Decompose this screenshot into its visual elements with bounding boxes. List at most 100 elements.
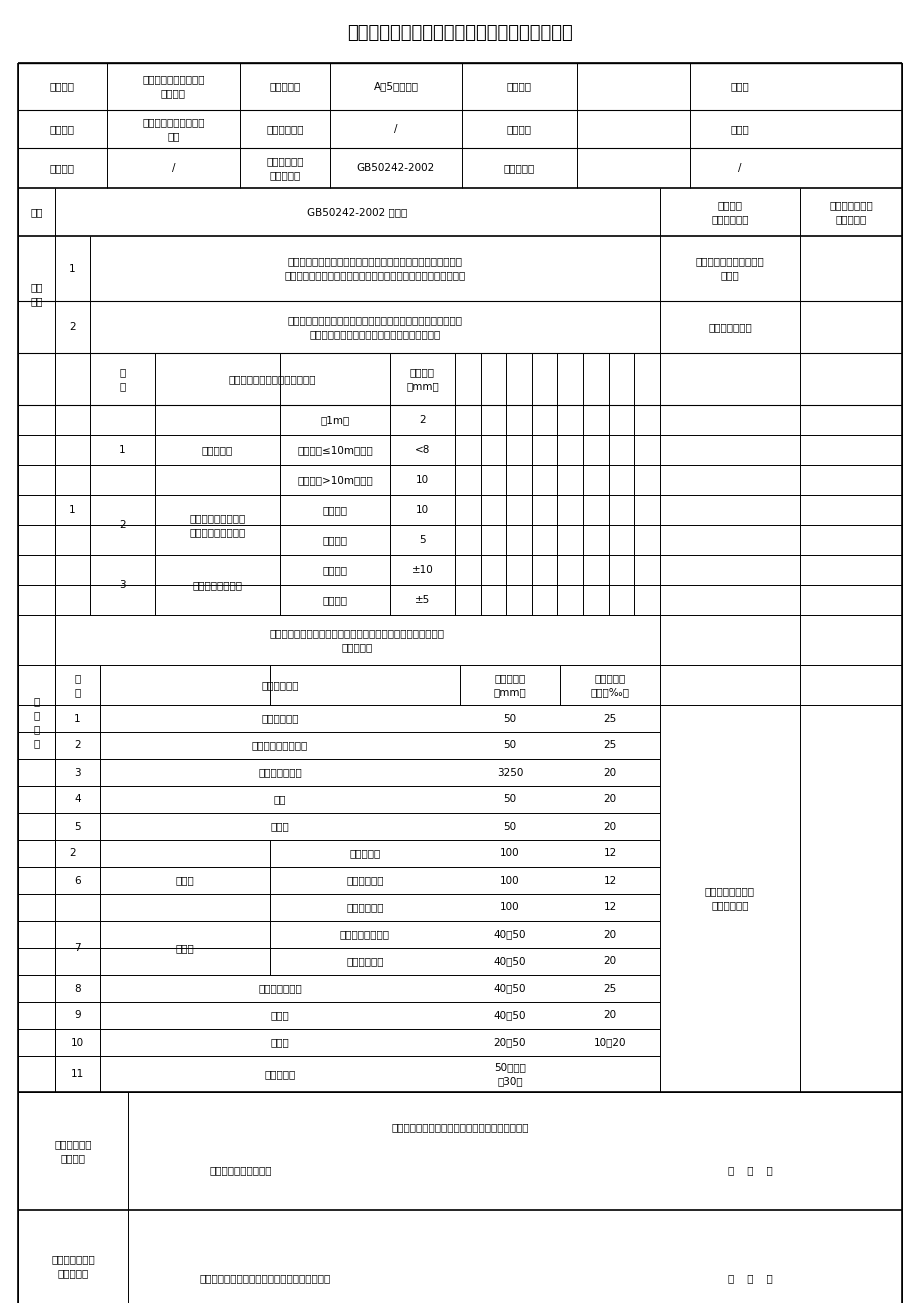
Text: 淋浴器: 淋浴器: [270, 821, 289, 831]
Text: 10～20: 10～20: [593, 1037, 626, 1048]
Text: 分包单位: 分包单位: [50, 163, 75, 173]
Text: 高、低水箱: 高、低水箱: [349, 848, 380, 859]
Text: 监理工程师（建设单位项目专业技术负责人）：: 监理工程师（建设单位项目专业技术负责人）：: [199, 1273, 331, 1283]
Text: 25: 25: [603, 740, 616, 751]
Text: 项
次: 项 次: [119, 367, 126, 391]
Text: 6: 6: [74, 876, 81, 886]
Text: 施工单位: 施工单位: [50, 124, 75, 134]
Text: 排水管径和最小坡
度均符合规定: 排水管径和最小坡 度均符合规定: [704, 886, 754, 911]
Text: 卫生器具的排水支管
及横支管的纵横坐标: 卫生器具的排水支管 及横支管的纵横坐标: [189, 513, 245, 537]
Text: 20～50: 20～50: [494, 1037, 526, 1048]
Text: 2: 2: [69, 848, 75, 859]
Text: 一
般
项
目: 一 般 项 目: [33, 697, 40, 748]
Text: 20: 20: [603, 795, 616, 804]
Text: 净身器: 净身器: [270, 1011, 289, 1020]
Text: 允许偏差
（mm）: 允许偏差 （mm）: [405, 367, 438, 391]
Text: 项目经理: 项目经理: [506, 82, 531, 91]
Text: 施工单位
检查评定记录: 施工单位 检查评定记录: [710, 199, 748, 224]
Text: /: /: [737, 163, 741, 173]
Text: 施工单位检查
评定结果: 施工单位检查 评定结果: [54, 1139, 92, 1164]
Text: 1: 1: [74, 714, 81, 723]
Text: /: /: [172, 163, 175, 173]
Text: 项目专业质量检查员：: 项目专业质量检查员：: [210, 1165, 272, 1175]
Text: 化验盆（无塞）: 化验盆（无塞）: [258, 984, 301, 993]
Text: 施工执行标准
名称及编号: 施工执行标准 名称及编号: [266, 156, 303, 180]
Text: 污水盆（池）: 污水盆（池）: [261, 714, 299, 723]
Text: 自闭式冲洗阀: 自闭式冲洗阀: [346, 876, 383, 886]
Text: 苏州万业装饰工程有限
公司: 苏州万业装饰工程有限 公司: [142, 117, 205, 141]
Text: 单独器具: 单独器具: [323, 506, 347, 515]
Text: 2: 2: [74, 740, 81, 751]
Text: 每1m长: 每1m长: [320, 414, 349, 425]
Text: 拉管式冲洗阀: 拉管式冲洗阀: [346, 903, 383, 912]
Text: 施新华: 施新华: [730, 124, 748, 134]
Text: GB50242-2002 的规定: GB50242-2002 的规定: [307, 207, 407, 218]
Text: 年    月    日: 年 月 日: [727, 1273, 772, 1283]
Text: 7: 7: [74, 943, 81, 952]
Text: 1: 1: [69, 506, 75, 515]
Text: 连接卫生器具的排水管道接口应紧密不漏，其固定支架、管卡等
支撑位置应正确、牢固，与管道的接触应平整。: 连接卫生器具的排水管道接口应紧密不漏，其固定支架、管卡等 支撑位置应正确、牢固，…: [287, 315, 462, 339]
Text: 胡为庆: 胡为庆: [730, 82, 748, 91]
Text: 10: 10: [71, 1037, 84, 1048]
Text: <8: <8: [414, 446, 430, 455]
Text: GB50242-2002: GB50242-2002: [357, 163, 435, 173]
Text: 100: 100: [500, 903, 519, 912]
Text: 施工班组长: 施工班组长: [504, 163, 535, 173]
Text: 管道与楼板结合部已做防
水处理: 管道与楼板结合部已做防 水处理: [695, 257, 764, 280]
Text: 12: 12: [603, 876, 616, 886]
Text: 20: 20: [603, 956, 616, 967]
Text: 项
次: 项 次: [74, 674, 81, 697]
Text: 横管长度>10m，全长: 横管长度>10m，全长: [297, 476, 372, 485]
Text: 12: 12: [603, 848, 616, 859]
Text: 40～50: 40～50: [494, 929, 526, 939]
Text: 20: 20: [603, 821, 616, 831]
Text: 成排器具: 成排器具: [323, 595, 347, 605]
Text: 3: 3: [119, 580, 126, 590]
Text: 与排水横管连接的各卫生器具的受水和立管均应采取妥善可靠的
固定措施；管道与楼板的结合部位应采取牢固可靠的防漏防渗措施: 与排水横管连接的各卫生器具的受水和立管均应采取妥善可靠的 固定措施；管道与楼板的…: [284, 257, 465, 280]
Text: /: /: [394, 124, 397, 134]
Text: 50: 50: [503, 740, 516, 751]
Text: 9: 9: [74, 1011, 81, 1020]
Text: 监理（建设）单
位验收结论: 监理（建设）单 位验收结论: [51, 1253, 95, 1278]
Text: 3250: 3250: [496, 767, 523, 778]
Text: 家用洗衣机: 家用洗衣机: [264, 1068, 295, 1079]
Text: 接口紧密、平整: 接口紧密、平整: [708, 322, 751, 332]
Text: 40～50: 40～50: [494, 984, 526, 993]
Text: 2: 2: [69, 322, 75, 332]
Text: 管道的最小
坡度（‰）: 管道的最小 坡度（‰）: [590, 674, 629, 697]
Text: 100: 100: [500, 848, 519, 859]
Text: 50: 50: [503, 795, 516, 804]
Text: 专业工长: 专业工长: [506, 124, 531, 134]
Text: 25: 25: [603, 984, 616, 993]
Text: 浴盆: 浴盆: [274, 795, 286, 804]
Text: 手动自闭式冲洗阀: 手动自闭式冲洗阀: [340, 929, 390, 939]
Text: 连接卫生器具的排水管径和最小坡度，如无设计要求时，应符合
下表规定。: 连接卫生器具的排水管径和最小坡度，如无设计要求时，应符合 下表规定。: [269, 628, 445, 652]
Text: 饮水机: 饮水机: [270, 1037, 289, 1048]
Text: 排水管管径
（mm）: 排水管管径 （mm）: [494, 674, 526, 697]
Text: 5: 5: [74, 821, 81, 831]
Text: 吴江知音大酒店盛泽店
装饰工程: 吴江知音大酒店盛泽店 装饰工程: [142, 74, 205, 99]
Text: 50: 50: [503, 821, 516, 831]
Text: 卫生器具接口标高: 卫生器具接口标高: [192, 580, 243, 590]
Text: 40～50: 40～50: [494, 1011, 526, 1020]
Text: 单双格洗涤盆（池）: 单双格洗涤盆（池）: [252, 740, 308, 751]
Text: 横管弯曲度: 横管弯曲度: [201, 446, 233, 455]
Text: 监理（建设）单
位验收意见: 监理（建设）单 位验收意见: [828, 199, 872, 224]
Text: 分包项目经理: 分包项目经理: [266, 124, 303, 134]
Text: 经现场检查各项均符合质量验收规范评定为合格。: 经现场检查各项均符合质量验收规范评定为合格。: [391, 1122, 528, 1132]
Text: 横管长度≤10m，全长: 横管长度≤10m，全长: [297, 446, 372, 455]
Text: 1: 1: [119, 446, 126, 455]
Text: 50（软管
为30）: 50（软管 为30）: [494, 1062, 526, 1085]
Text: 小便器: 小便器: [176, 943, 194, 952]
Text: 2: 2: [119, 520, 126, 530]
Text: 5: 5: [419, 536, 425, 545]
Text: 3: 3: [74, 767, 81, 778]
Text: 检查项目（卫生器具排水管道）: 检查项目（卫生器具排水管道）: [229, 374, 316, 384]
Text: 成排器具: 成排器具: [323, 536, 347, 545]
Text: 12: 12: [603, 903, 616, 912]
Text: 10: 10: [415, 476, 428, 485]
Text: 11: 11: [71, 1068, 84, 1079]
Text: 10: 10: [415, 506, 428, 515]
Text: 25: 25: [603, 714, 616, 723]
Text: ±5: ±5: [414, 595, 430, 605]
